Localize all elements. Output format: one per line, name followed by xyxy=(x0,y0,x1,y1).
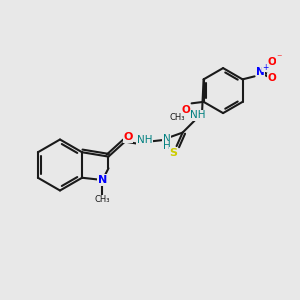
Text: O: O xyxy=(267,73,276,83)
Text: CH₃: CH₃ xyxy=(95,195,110,204)
Text: N: N xyxy=(163,134,170,144)
Text: +: + xyxy=(262,63,269,72)
Text: O: O xyxy=(123,132,133,142)
Text: H: H xyxy=(163,141,170,151)
Text: NH: NH xyxy=(190,110,205,120)
Text: O: O xyxy=(267,57,276,67)
Text: CH₃: CH₃ xyxy=(170,113,185,122)
Text: N: N xyxy=(98,175,107,185)
Text: ⁻: ⁻ xyxy=(276,53,281,63)
Text: S: S xyxy=(169,148,178,158)
Text: O: O xyxy=(181,105,190,115)
Text: N: N xyxy=(256,67,265,77)
Text: NH: NH xyxy=(137,135,152,145)
